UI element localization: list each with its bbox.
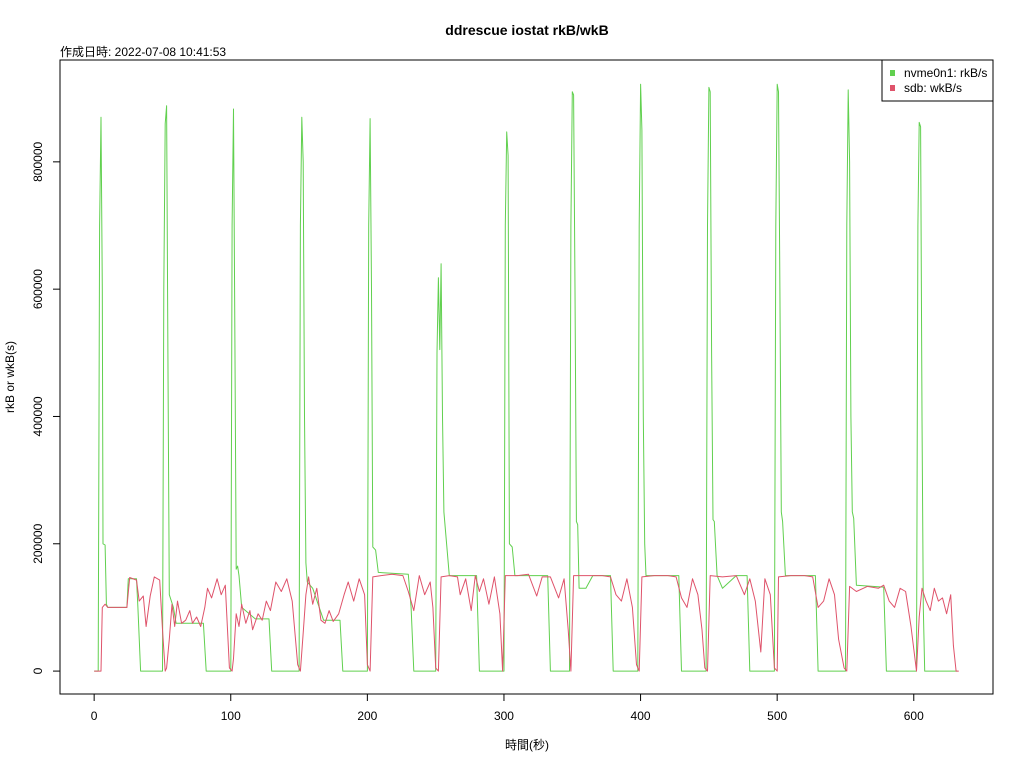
y-axis-label: rkB or wkB(s) [3, 341, 17, 413]
series-line-nvme0n1 [94, 83, 958, 672]
x-tick-label: 600 [904, 709, 924, 723]
y-tick-label: 0 [31, 667, 45, 674]
chart-title: ddrescue iostat rkB/wkB [445, 22, 608, 38]
legend-swatch [890, 70, 895, 76]
legend-swatch [890, 85, 895, 91]
y-tick-label: 200000 [31, 523, 45, 563]
legend-label: sdb: wkB/s [904, 81, 962, 95]
legend-label: nvme0n1: rkB/s [904, 66, 987, 80]
x-tick-label: 100 [221, 709, 241, 723]
y-tick-label: 800000 [31, 142, 45, 182]
legend-box [881, 59, 994, 102]
x-tick-label: 0 [91, 709, 98, 723]
x-axis: 0 100 200 300 400 500 600 [91, 693, 924, 723]
series-layer [94, 83, 959, 672]
y-tick-label: 600000 [31, 269, 45, 309]
x-axis-label: 時間(秒) [505, 738, 549, 752]
y-axis: 0 200000 400000 600000 800000 [31, 142, 61, 674]
plot-frame [59, 59, 994, 695]
x-tick-label: 400 [631, 709, 651, 723]
chart-subtitle: 作成日時: 2022-07-08 10:41:53 [60, 45, 226, 59]
y-tick-label: 400000 [31, 396, 45, 436]
series-line-sdb [94, 573, 959, 672]
x-tick-label: 500 [767, 709, 787, 723]
x-tick-label: 300 [494, 709, 514, 723]
x-tick-label: 200 [357, 709, 377, 723]
